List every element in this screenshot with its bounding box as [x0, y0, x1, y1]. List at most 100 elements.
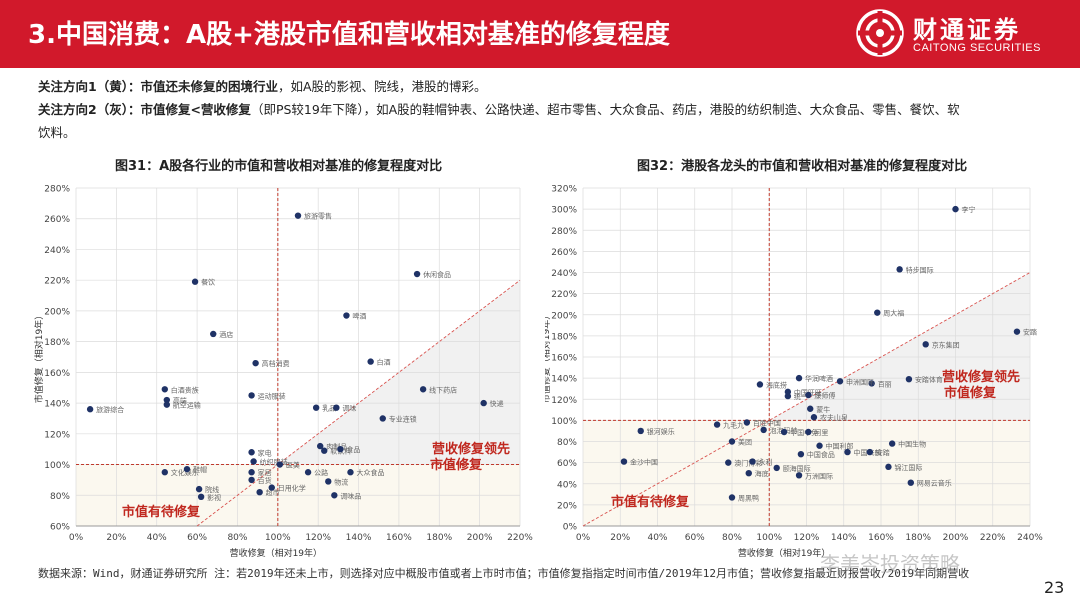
- footer-source-note: 数据来源：Wind，财通证券研究所 注：若2019年还未上市，则选择对应中概股市…: [38, 567, 970, 580]
- data-point: [248, 449, 255, 456]
- data-point-label: 特步国际: [906, 265, 934, 274]
- data-point-label: 白酒: [377, 358, 391, 367]
- data-point: [248, 476, 255, 484]
- scatter-chart-a-share: 60% 80% 100% 120% 140% 160% 180% 200% 220% 240% 26…: [33, 185, 533, 560]
- data-point: [773, 464, 780, 472]
- x-tick-label: 120%: [305, 533, 331, 543]
- data-point: [325, 478, 332, 485]
- data-point: [1013, 328, 1021, 335]
- data-point: [161, 386, 168, 393]
- data-point-label: 大众食品: [356, 468, 384, 477]
- data-point: [343, 312, 350, 319]
- data-point-label: 百丽: [878, 380, 892, 388]
- data-point-label: 乳品: [322, 404, 336, 413]
- data-point: [807, 405, 814, 412]
- x-tick-label: 140%: [346, 533, 372, 543]
- data-point: [321, 447, 328, 454]
- y-tick-label: 120%: [44, 430, 70, 440]
- x-tick-label: 120%: [794, 533, 820, 543]
- note2-label: 关注方向2（灰）：: [38, 102, 141, 117]
- data-point-label: 阿里: [814, 428, 828, 437]
- y-tick-label: 80%: [50, 492, 70, 502]
- y-tick-label: 180%: [44, 338, 70, 348]
- x-tick-label: 200%: [467, 533, 493, 543]
- y-tick-label: 260%: [551, 248, 577, 258]
- data-point-label: 线下药店: [429, 385, 457, 394]
- data-point-label: 颐海国际: [783, 464, 811, 473]
- data-point-label: 统一: [794, 392, 808, 401]
- data-point: [379, 415, 386, 422]
- data-point: [896, 266, 903, 273]
- x-tick-label: 100%: [756, 533, 782, 543]
- data-point: [210, 330, 217, 338]
- annotation-revenue-leads: 营收修复领先市值修复: [430, 441, 510, 473]
- y-tick-label: 160%: [44, 369, 70, 379]
- data-point: [874, 309, 881, 316]
- data-point-label: 专业连锁: [389, 414, 417, 423]
- y-tick-label: 180%: [551, 332, 577, 342]
- data-point-label: 京东集团: [932, 340, 960, 349]
- y-tick-label: 240%: [551, 269, 577, 279]
- data-point: [745, 469, 752, 477]
- data-point-label: 鞋帽: [193, 465, 207, 474]
- data-point: [195, 485, 203, 493]
- x-tick-label: 240%: [1017, 533, 1043, 543]
- data-point: [331, 492, 338, 499]
- data-point-label: 华润啤酒: [805, 374, 833, 383]
- data-point: [304, 469, 312, 476]
- data-point-label: 安踏: [1023, 328, 1037, 337]
- data-point: [885, 463, 892, 471]
- note2-text: （即PS较19年下降），如A股的鞋帽钟表、公路快递、超市零售、大众食品、药店，港…: [250, 102, 960, 117]
- y-tick-label: 200%: [44, 307, 70, 317]
- y-tick-label: 0%: [563, 523, 578, 533]
- data-point: [905, 375, 913, 383]
- data-point-label: 中国利郎: [826, 442, 854, 451]
- y-tick-label: 100%: [44, 461, 70, 471]
- x-tick-label: 20%: [610, 533, 630, 543]
- x-tick-label: 220%: [980, 533, 1006, 543]
- data-point: [713, 421, 721, 428]
- y-tick-label: 140%: [44, 400, 70, 410]
- data-point: [760, 426, 767, 434]
- note-line-3: 饮料。: [38, 124, 76, 142]
- note-line-1: 关注方向1（黄）：市值还未修复的困境行业，如A股的影视、院线，港股的博彩。: [38, 78, 487, 96]
- data-point: [620, 458, 628, 465]
- data-point-label: 医美: [286, 461, 300, 470]
- y-tick-label: 60%: [50, 523, 70, 533]
- data-point-label: 安踏: [876, 448, 890, 457]
- data-point: [480, 399, 487, 407]
- data-point: [907, 479, 914, 486]
- header-banner: 3.中国消费：A股+港股市值和营收相对基准的修复程度 财通证券 CAITONG …: [0, 0, 1080, 68]
- data-point: [805, 391, 812, 399]
- data-point: [333, 404, 340, 411]
- data-point: [743, 419, 751, 426]
- note-line-2: 关注方向2（灰）：市值修复<营收修复（即PS较19年下降），如A股的鞋帽钟表、公…: [38, 101, 960, 119]
- data-point: [197, 493, 205, 501]
- data-point: [163, 401, 171, 408]
- scatter-chart-hk-share: 0% 20% 40% 60% 80% 100% 120% 140% 160% 180% 200% 22…: [545, 185, 1043, 560]
- note2-bold: 市值修复<营收修复: [140, 102, 251, 117]
- data-point: [86, 406, 94, 413]
- x-tick-label: 200%: [943, 533, 969, 543]
- data-point: [725, 459, 732, 466]
- data-point-label: 文化娱乐: [171, 468, 199, 477]
- y-tick-label: 20%: [557, 501, 577, 511]
- data-point: [866, 448, 874, 456]
- data-point-label: 金沙中国: [630, 458, 658, 467]
- data-point-label: 申洲国际: [846, 377, 874, 386]
- data-point-label: 澳门博彩: [734, 459, 762, 468]
- y-tick-label: 140%: [551, 375, 577, 385]
- annotation-revenue-leads: 营收修复领先市值修复: [942, 369, 1020, 401]
- x-tick-label: 220%: [507, 533, 533, 543]
- data-point-label: 蒙牛: [816, 405, 830, 414]
- x-tick-label: 140%: [831, 533, 857, 543]
- annotation-market-cap-pending: 市值有待修复: [611, 494, 690, 510]
- data-point: [922, 341, 929, 348]
- data-point: [413, 270, 421, 278]
- chart-title-hk-share: 图32：港股各龙头的市值和营收相对基准的修复程度对比: [637, 159, 968, 174]
- data-point: [256, 489, 263, 496]
- data-point-label: 航空运输: [173, 401, 201, 410]
- data-point: [888, 440, 896, 447]
- page-title: 3.中国消费：A股+港股市值和营收相对基准的修复程度: [28, 20, 670, 50]
- reference-line-diagonal: [582, 272, 1031, 527]
